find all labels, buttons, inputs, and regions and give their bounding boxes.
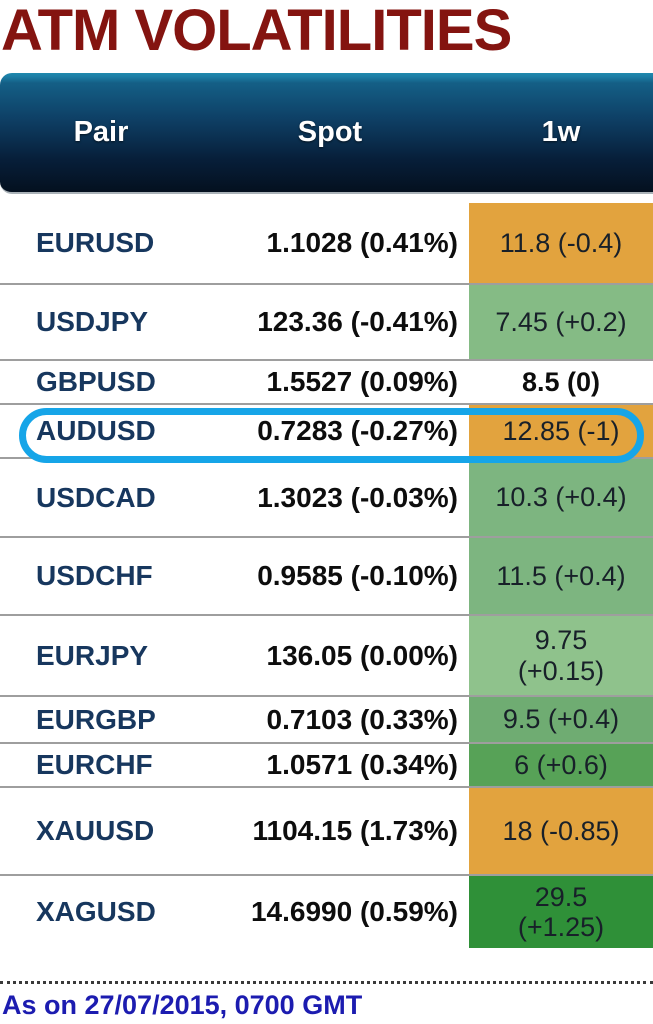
table-row-audusd: AUDUSD 0.7283 (-0.27%) 12.85 (-1) [0, 403, 653, 457]
table-row-usdjpy: USDJPY 123.36 (-0.41%) 7.45 (+0.2) [0, 283, 653, 359]
vol-1w-cell: 11.8 (-0.4) [469, 203, 653, 283]
pair-cell: XAGUSD [36, 896, 156, 927]
vol-1w-cell: 7.45 (+0.2) [469, 285, 653, 359]
pair-cell: EURCHF [36, 749, 153, 780]
pair-cell: AUDUSD [36, 415, 156, 446]
spot-cell: 123.36 (-0.41%) [257, 306, 458, 337]
table-row-eurgbp: EURGBP 0.7103 (0.33%) 9.5 (+0.4) [0, 695, 653, 742]
table-row-gbpusd: GBPUSD 1.5527 (0.09%) 8.5 (0) [0, 359, 653, 403]
pair-cell: EURUSD [36, 227, 155, 258]
volatility-table-body: EURUSD 1.1028 (0.41%) 11.8 (-0.4) USDJPY… [0, 203, 653, 948]
table-header: Pair Spot 1w [0, 73, 653, 194]
spot-cell: 0.7283 (-0.27%) [257, 415, 458, 446]
vol-1w-cell: 10.3 (+0.4) [469, 459, 653, 536]
table-row-xagusd: XAGUSD 14.6990 (0.59%) 29.5 (+1.25) [0, 874, 653, 948]
vol-1w-cell: 11.5 (+0.4) [469, 538, 653, 614]
vol-1w-cell: 18 (-0.85) [469, 788, 653, 874]
as-of-note: As on 27/07/2015, 0700 GMT [2, 990, 363, 1020]
spot-cell: 0.9585 (-0.10%) [257, 560, 458, 591]
spot-cell: 136.05 (0.00%) [266, 639, 458, 671]
spot-cell: 14.6990 (0.59%) [250, 896, 458, 927]
page-title: ATM VOLATILITIES [1, 0, 512, 63]
table-row-eurusd: EURUSD 1.1028 (0.41%) 11.8 (-0.4) [0, 203, 653, 283]
spot-cell: 0.7103 (0.33%) [266, 703, 458, 735]
pair-cell: EURJPY [36, 639, 149, 671]
spot-cell: 1.3023 (-0.03%) [257, 481, 458, 513]
pair-cell: EURGBP [36, 703, 156, 735]
vol-1w-cell: 12.85 (-1) [469, 405, 653, 457]
table-row-usdchf: USDCHF 0.9585 (-0.10%) 11.5 (+0.4) [0, 536, 653, 614]
pair-cell: USDCAD [36, 481, 156, 513]
table-row-usdcad: USDCAD 1.3023 (-0.03%) 10.3 (+0.4) [0, 457, 653, 536]
table-row-eurchf: EURCHF 1.0571 (0.34%) 6 (+0.6) [0, 742, 653, 786]
vol-1w-cell: 9.5 (+0.4) [469, 697, 653, 742]
pair-cell: USDCHF [36, 560, 153, 591]
vol-1w-cell: 29.5 (+1.25) [469, 876, 653, 948]
column-header-spot: Spot [297, 116, 363, 148]
spot-cell: 1104.15 (1.73%) [252, 815, 459, 846]
spot-cell: 1.0571 (0.34%) [266, 749, 458, 780]
pair-cell: GBPUSD [36, 366, 156, 397]
pair-cell: USDJPY [36, 306, 149, 337]
spot-cell: 1.1028 (0.41%) [266, 227, 458, 258]
column-header-pair: Pair [73, 116, 129, 148]
column-header-1w: 1w [541, 116, 581, 148]
vol-1w-cell: 8.5 (0) [521, 366, 601, 397]
pair-cell: XAUUSD [36, 815, 155, 846]
table-row-eurjpy: EURJPY 136.05 (0.00%) 9.75 (+0.15) [0, 614, 653, 695]
vol-1w-cell: 6 (+0.6) [469, 744, 653, 786]
spot-cell: 1.5527 (0.09%) [266, 366, 458, 397]
table-row-xauusd: XAUUSD 1104.15 (1.73%) 18 (-0.85) [0, 786, 653, 874]
dotted-separator [0, 981, 653, 984]
vol-1w-cell: 9.75 (+0.15) [469, 616, 653, 695]
